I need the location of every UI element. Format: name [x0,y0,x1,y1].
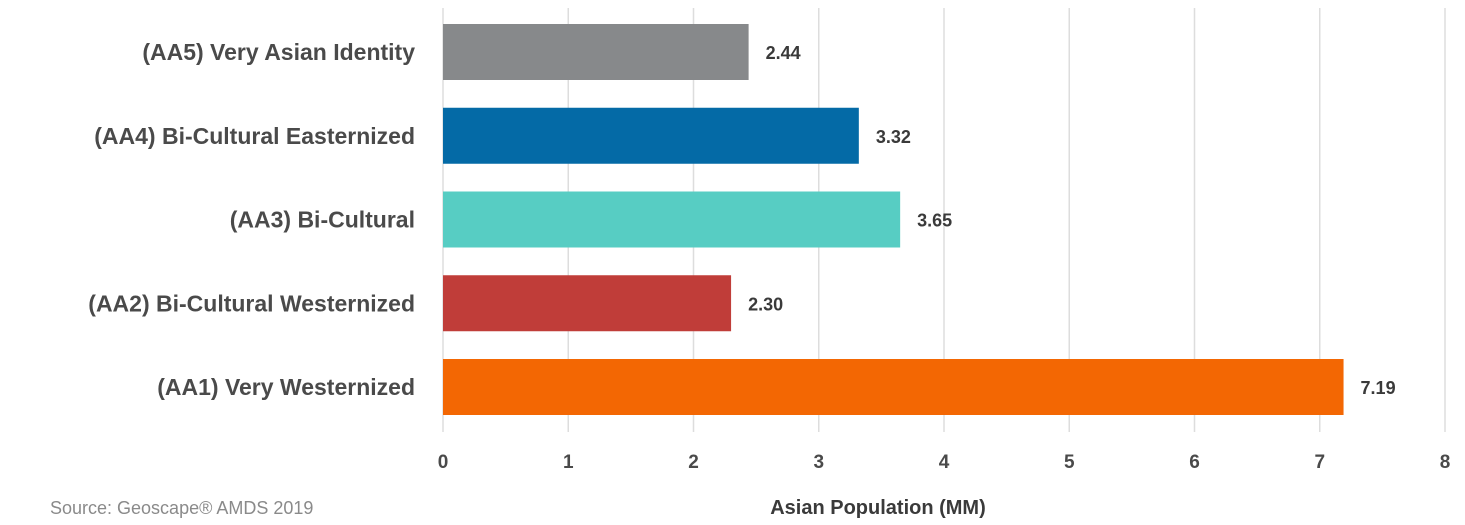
value-label: 2.44 [766,43,801,63]
bar [443,275,732,332]
category-labels: (AA5) Very Asian Identity (AA4) Bi-Cultur… [88,39,415,400]
source-note: Source: Geoscape® AMDS 2019 [50,498,313,518]
category-label: (AA2) Bi-Cultural Westernized [88,290,415,316]
category-label: (AA5) Very Asian Identity [142,39,415,65]
value-label: 7.19 [1361,378,1396,398]
x-tick-label: 7 [1314,452,1325,473]
bar [443,359,1344,415]
x-tick-label: 4 [939,452,950,473]
x-tick-label: 1 [563,452,574,473]
x-tick-label: 3 [813,452,824,473]
x-axis-title: Asian Population (MM) [770,497,986,519]
value-label: 2.30 [748,294,783,314]
value-label: 3.65 [917,211,952,231]
x-tick-label: 6 [1189,452,1200,473]
bar [443,107,859,164]
category-label: (AA1) Very Westernized [157,374,415,400]
bars [443,24,1344,415]
x-tick-label: 2 [688,452,699,473]
value-labels: 2.44 3.32 3.65 2.30 7.19 [748,43,1396,398]
bar [443,24,749,80]
category-label: (AA4) Bi-Cultural Easternized [94,123,415,149]
category-label: (AA3) Bi-Cultural [230,207,415,233]
x-axis-ticks: 0 1 2 3 4 5 6 7 8 [438,452,1451,473]
value-label: 3.32 [876,127,911,147]
x-tick-label: 0 [438,452,449,473]
bar [443,191,901,248]
x-tick-label: 5 [1064,452,1075,473]
x-tick-label: 8 [1440,452,1451,473]
